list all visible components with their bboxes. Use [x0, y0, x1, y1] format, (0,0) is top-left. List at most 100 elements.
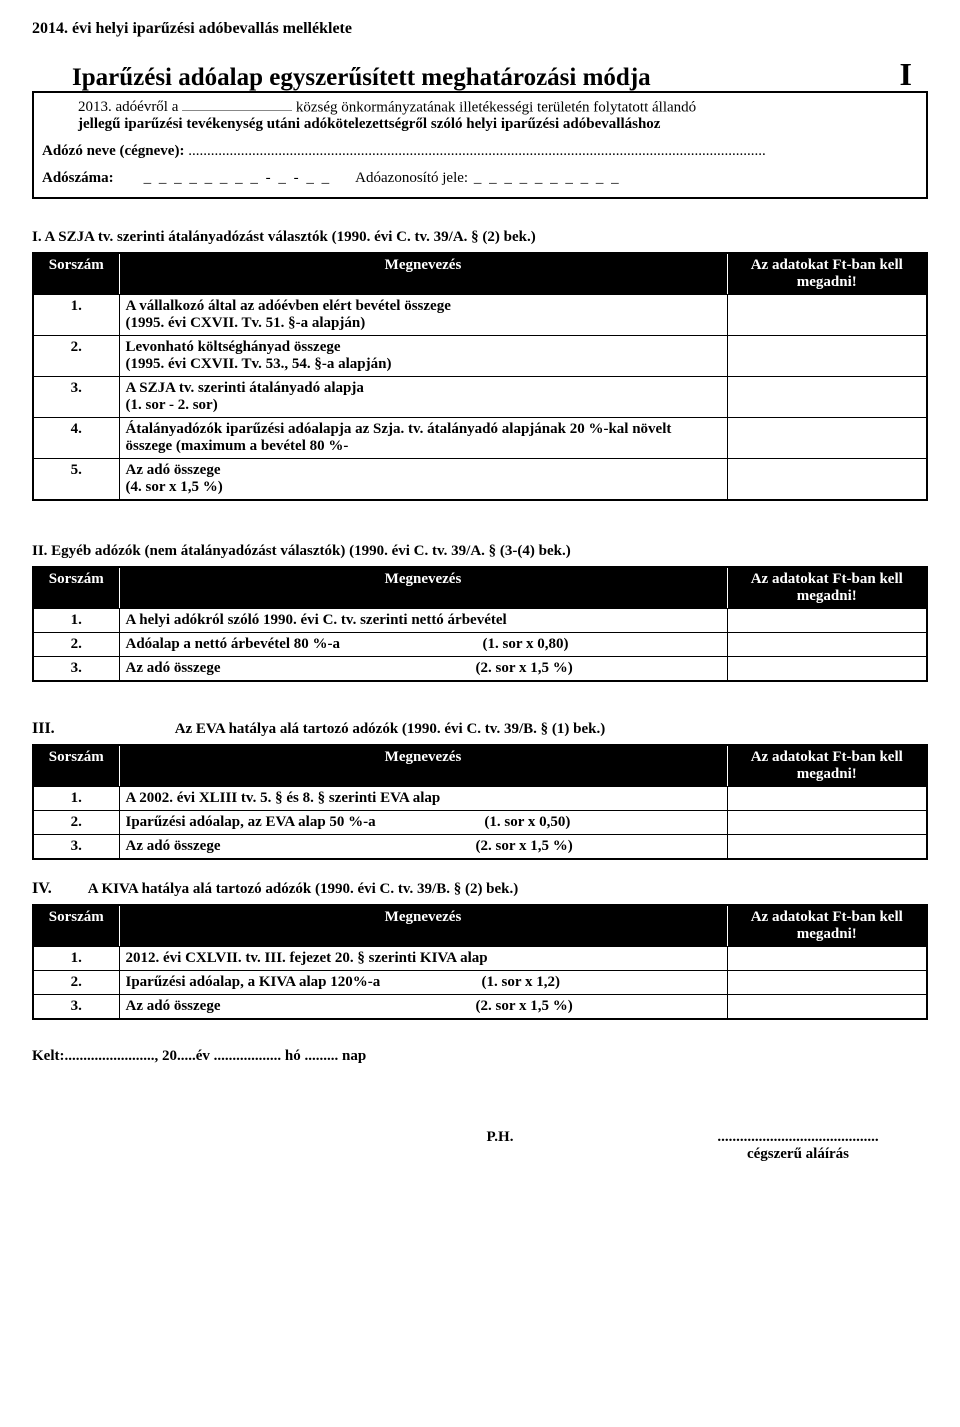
- tax-number-row: Adószáma: _ _ _ _ _ _ _ _ - _ - _ _ Adóa…: [42, 170, 918, 187]
- section-IV-roman: IV.: [32, 880, 52, 898]
- section-III-roman: III.: [32, 720, 55, 738]
- row-num: 4.: [33, 418, 119, 459]
- col-value: Az adatokat Ft-ban kell megadni!: [727, 745, 927, 787]
- stamp-placeholder: P.H.: [32, 1129, 668, 1146]
- row-value[interactable]: [727, 377, 927, 418]
- table-row: 1.2012. évi CXLVII. tv. III. fejezet 20.…: [33, 947, 927, 971]
- row-text: A vállalkozó által az adóévben elért bev…: [119, 295, 727, 336]
- section-IV-heading-row: IV. A KIVA hatálya alá tartozó adózók (1…: [32, 880, 928, 898]
- table-row: 5.Az adó összege (4. sor x 1,5 %): [33, 459, 927, 501]
- table-row: 1.A helyi adókról szóló 1990. évi C. tv.…: [33, 609, 927, 633]
- section-I-heading: I. A SZJA tv. szerinti átalányadózást vá…: [32, 229, 928, 246]
- row-num: 2.: [33, 336, 119, 377]
- table-row: 2.Iparűzési adóalap, a KIVA alap 120%-a …: [33, 971, 927, 995]
- intro-line-1: 2013. adóévről a község önkormányzatának…: [42, 97, 918, 116]
- table-row: 3.Az adó összege (2. sor x 1,5 %): [33, 657, 927, 682]
- taxpayer-name-field[interactable]: ........................................…: [188, 143, 766, 159]
- row-text: Levonható költséghányad összege (1995. é…: [119, 336, 727, 377]
- intro-line-2: jellegű iparűzési tevékenység utáni adók…: [42, 116, 918, 133]
- row-num: 5.: [33, 459, 119, 501]
- row-num: 1.: [33, 947, 119, 971]
- row-value[interactable]: [727, 995, 927, 1020]
- row-num: 1.: [33, 609, 119, 633]
- table-row: 1.A vállalkozó által az adóévben elért b…: [33, 295, 927, 336]
- row-num: 3.: [33, 377, 119, 418]
- row-value[interactable]: [727, 787, 927, 811]
- row-text: Átalányadózók iparűzési adóalapja az Szj…: [119, 418, 727, 459]
- row-num: 3.: [33, 657, 119, 682]
- section-III-table: Sorszám Megnevezés Az adatokat Ft-ban ke…: [32, 744, 928, 860]
- tax-number-label: Adószáma:: [42, 170, 114, 186]
- section-IV-heading: A KIVA hatálya alá tartozó adózók (1990.…: [88, 881, 519, 898]
- row-text: 2012. évi CXLVII. tv. III. fejezet 20. §…: [119, 947, 727, 971]
- row-value[interactable]: [727, 657, 927, 682]
- signature-label: cégszerű aláírás: [668, 1146, 928, 1163]
- row-text: Az adó összege (4. sor x 1,5 %): [119, 459, 727, 501]
- tax-id-field[interactable]: _ _ _ _ _ _ _ _ _ _: [468, 170, 621, 186]
- section-II-table: Sorszám Megnevezés Az adatokat Ft-ban ke…: [32, 566, 928, 682]
- section-I-table: Sorszám Megnevezés Az adatokat Ft-ban ke…: [32, 252, 928, 501]
- col-megnevezes: Megnevezés: [119, 253, 727, 295]
- row-num: 3.: [33, 995, 119, 1020]
- table-row: 2.Levonható költséghányad összege (1995.…: [33, 336, 927, 377]
- document-header: 2014. évi helyi iparűzési adóbevallás me…: [32, 20, 928, 38]
- row-value[interactable]: [727, 459, 927, 501]
- intro-frame: 2013. adóévről a község önkormányzatának…: [32, 91, 928, 199]
- row-num: 3.: [33, 835, 119, 860]
- table-row: 4.Átalányadózók iparűzési adóalapja az S…: [33, 418, 927, 459]
- col-megnevezes: Megnevezés: [119, 745, 727, 787]
- tax-number-field[interactable]: _ _ _ _ _ _ _ _ - _ - _ _: [144, 170, 332, 186]
- section-II-heading: II. Egyéb adózók (nem átalányadózást vál…: [32, 543, 928, 560]
- row-num: 1.: [33, 295, 119, 336]
- table-row: 1.A 2002. évi XLIII tv. 5. § és 8. § sze…: [33, 787, 927, 811]
- tax-id-label: Adóazonosító jele:: [355, 170, 468, 186]
- row-num: 1.: [33, 787, 119, 811]
- col-value: Az adatokat Ft-ban kell megadni!: [727, 905, 927, 947]
- date-line[interactable]: Kelt:........................, 20.....év…: [32, 1048, 928, 1065]
- row-value[interactable]: [727, 633, 927, 657]
- row-text: Iparűzési adóalap, az EVA alap 50 %-a (1…: [119, 811, 727, 835]
- row-value[interactable]: [727, 811, 927, 835]
- row-num: 2.: [33, 633, 119, 657]
- col-megnevezes: Megnevezés: [119, 567, 727, 609]
- col-value: Az adatokat Ft-ban kell megadni!: [727, 567, 927, 609]
- annex-letter: I: [900, 56, 924, 93]
- section-III-heading: Az EVA hatálya alá tartozó adózók (1990.…: [175, 721, 606, 738]
- row-text: A helyi adókról szóló 1990. évi C. tv. s…: [119, 609, 727, 633]
- col-sorszam: Sorszám: [33, 745, 119, 787]
- row-num: 2.: [33, 971, 119, 995]
- main-title-row: Iparűzési adóalap egyszerűsített meghatá…: [32, 56, 928, 93]
- row-value[interactable]: [727, 609, 927, 633]
- row-value[interactable]: [727, 971, 927, 995]
- row-text: Iparűzési adóalap, a KIVA alap 120%-a (1…: [119, 971, 727, 995]
- section-III-heading-row: III. Az EVA hatálya alá tartozó adózók (…: [32, 720, 928, 738]
- row-value[interactable]: [727, 835, 927, 860]
- table-row: 3.A SZJA tv. szerinti átalányadó alapja …: [33, 377, 927, 418]
- row-value[interactable]: [727, 418, 927, 459]
- table-row: 3.Az adó összege (2. sor x 1,5 %): [33, 835, 927, 860]
- col-sorszam: Sorszám: [33, 567, 119, 609]
- intro-rest-1: község önkormányzatának illetékességi te…: [296, 99, 696, 115]
- row-text: A SZJA tv. szerinti átalányadó alapja (1…: [119, 377, 727, 418]
- table-row: 2.Adóalap a nettó árbevétel 80 %-a (1. s…: [33, 633, 927, 657]
- row-value[interactable]: [727, 947, 927, 971]
- section-IV-table: Sorszám Megnevezés Az adatokat Ft-ban ke…: [32, 904, 928, 1020]
- main-title: Iparűzési adóalap egyszerűsített meghatá…: [72, 64, 651, 92]
- col-megnevezes: Megnevezés: [119, 905, 727, 947]
- signature-block: ........................................…: [668, 1129, 928, 1163]
- signature-line[interactable]: ........................................…: [668, 1129, 928, 1146]
- row-value[interactable]: [727, 336, 927, 377]
- row-value[interactable]: [727, 295, 927, 336]
- table-row: 3.Az adó összege (2. sor x 1,5 %): [33, 995, 927, 1020]
- row-text: Az adó összege (2. sor x 1,5 %): [119, 995, 727, 1020]
- row-num: 2.: [33, 811, 119, 835]
- row-text: Az adó összege (2. sor x 1,5 %): [119, 835, 727, 860]
- col-sorszam: Sorszám: [33, 905, 119, 947]
- taxpayer-name-label: Adózó neve (cégneve):: [42, 143, 184, 159]
- row-text: A 2002. évi XLIII tv. 5. § és 8. § szeri…: [119, 787, 727, 811]
- intro-year: 2013. adóévről a: [42, 99, 182, 115]
- municipality-blank[interactable]: [182, 97, 292, 111]
- taxpayer-name-row: Adózó neve (cégneve): ..................…: [42, 143, 918, 160]
- table-row: 2.Iparűzési adóalap, az EVA alap 50 %-a …: [33, 811, 927, 835]
- signature-row: P.H. ...................................…: [32, 1129, 928, 1163]
